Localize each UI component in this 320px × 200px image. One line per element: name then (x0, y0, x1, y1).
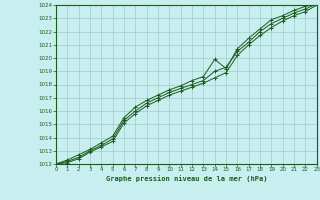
X-axis label: Graphe pression niveau de la mer (hPa): Graphe pression niveau de la mer (hPa) (106, 175, 267, 182)
